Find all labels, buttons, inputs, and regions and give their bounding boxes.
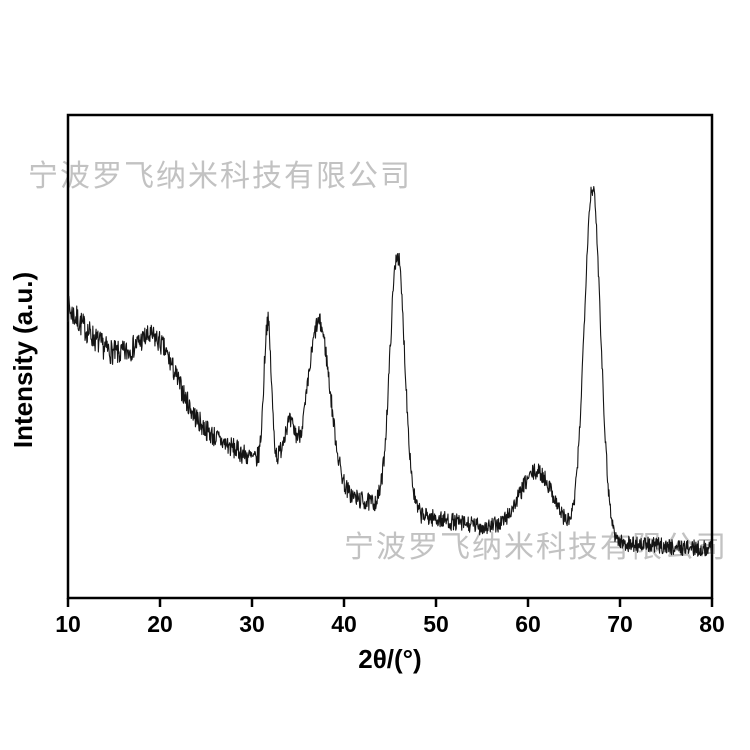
xrd-trace: [67, 186, 713, 557]
watermark-top: 宁波罗飞纳米科技有限公司: [28, 160, 412, 193]
x-tick-label: 80: [699, 611, 725, 637]
x-tick-label: 60: [515, 611, 541, 637]
x-tick-label: 30: [239, 611, 265, 637]
x-tick-label: 10: [55, 611, 81, 637]
x-axis-tick-labels: 10 20 30 40 50 60 70 80: [55, 611, 725, 637]
x-axis-title: 2θ/(°): [358, 644, 421, 674]
plot-border: [66, 113, 714, 600]
x-tick-label: 20: [147, 611, 173, 637]
watermark-bottom: 宁波罗飞纳米科技有限公司: [344, 531, 728, 564]
x-tick-label: 70: [607, 611, 633, 637]
x-tick-label: 50: [423, 611, 449, 637]
y-axis-title: Intensity (a.u.): [8, 272, 38, 448]
x-axis-ticks: [66, 598, 714, 607]
x-tick-label: 40: [331, 611, 357, 637]
